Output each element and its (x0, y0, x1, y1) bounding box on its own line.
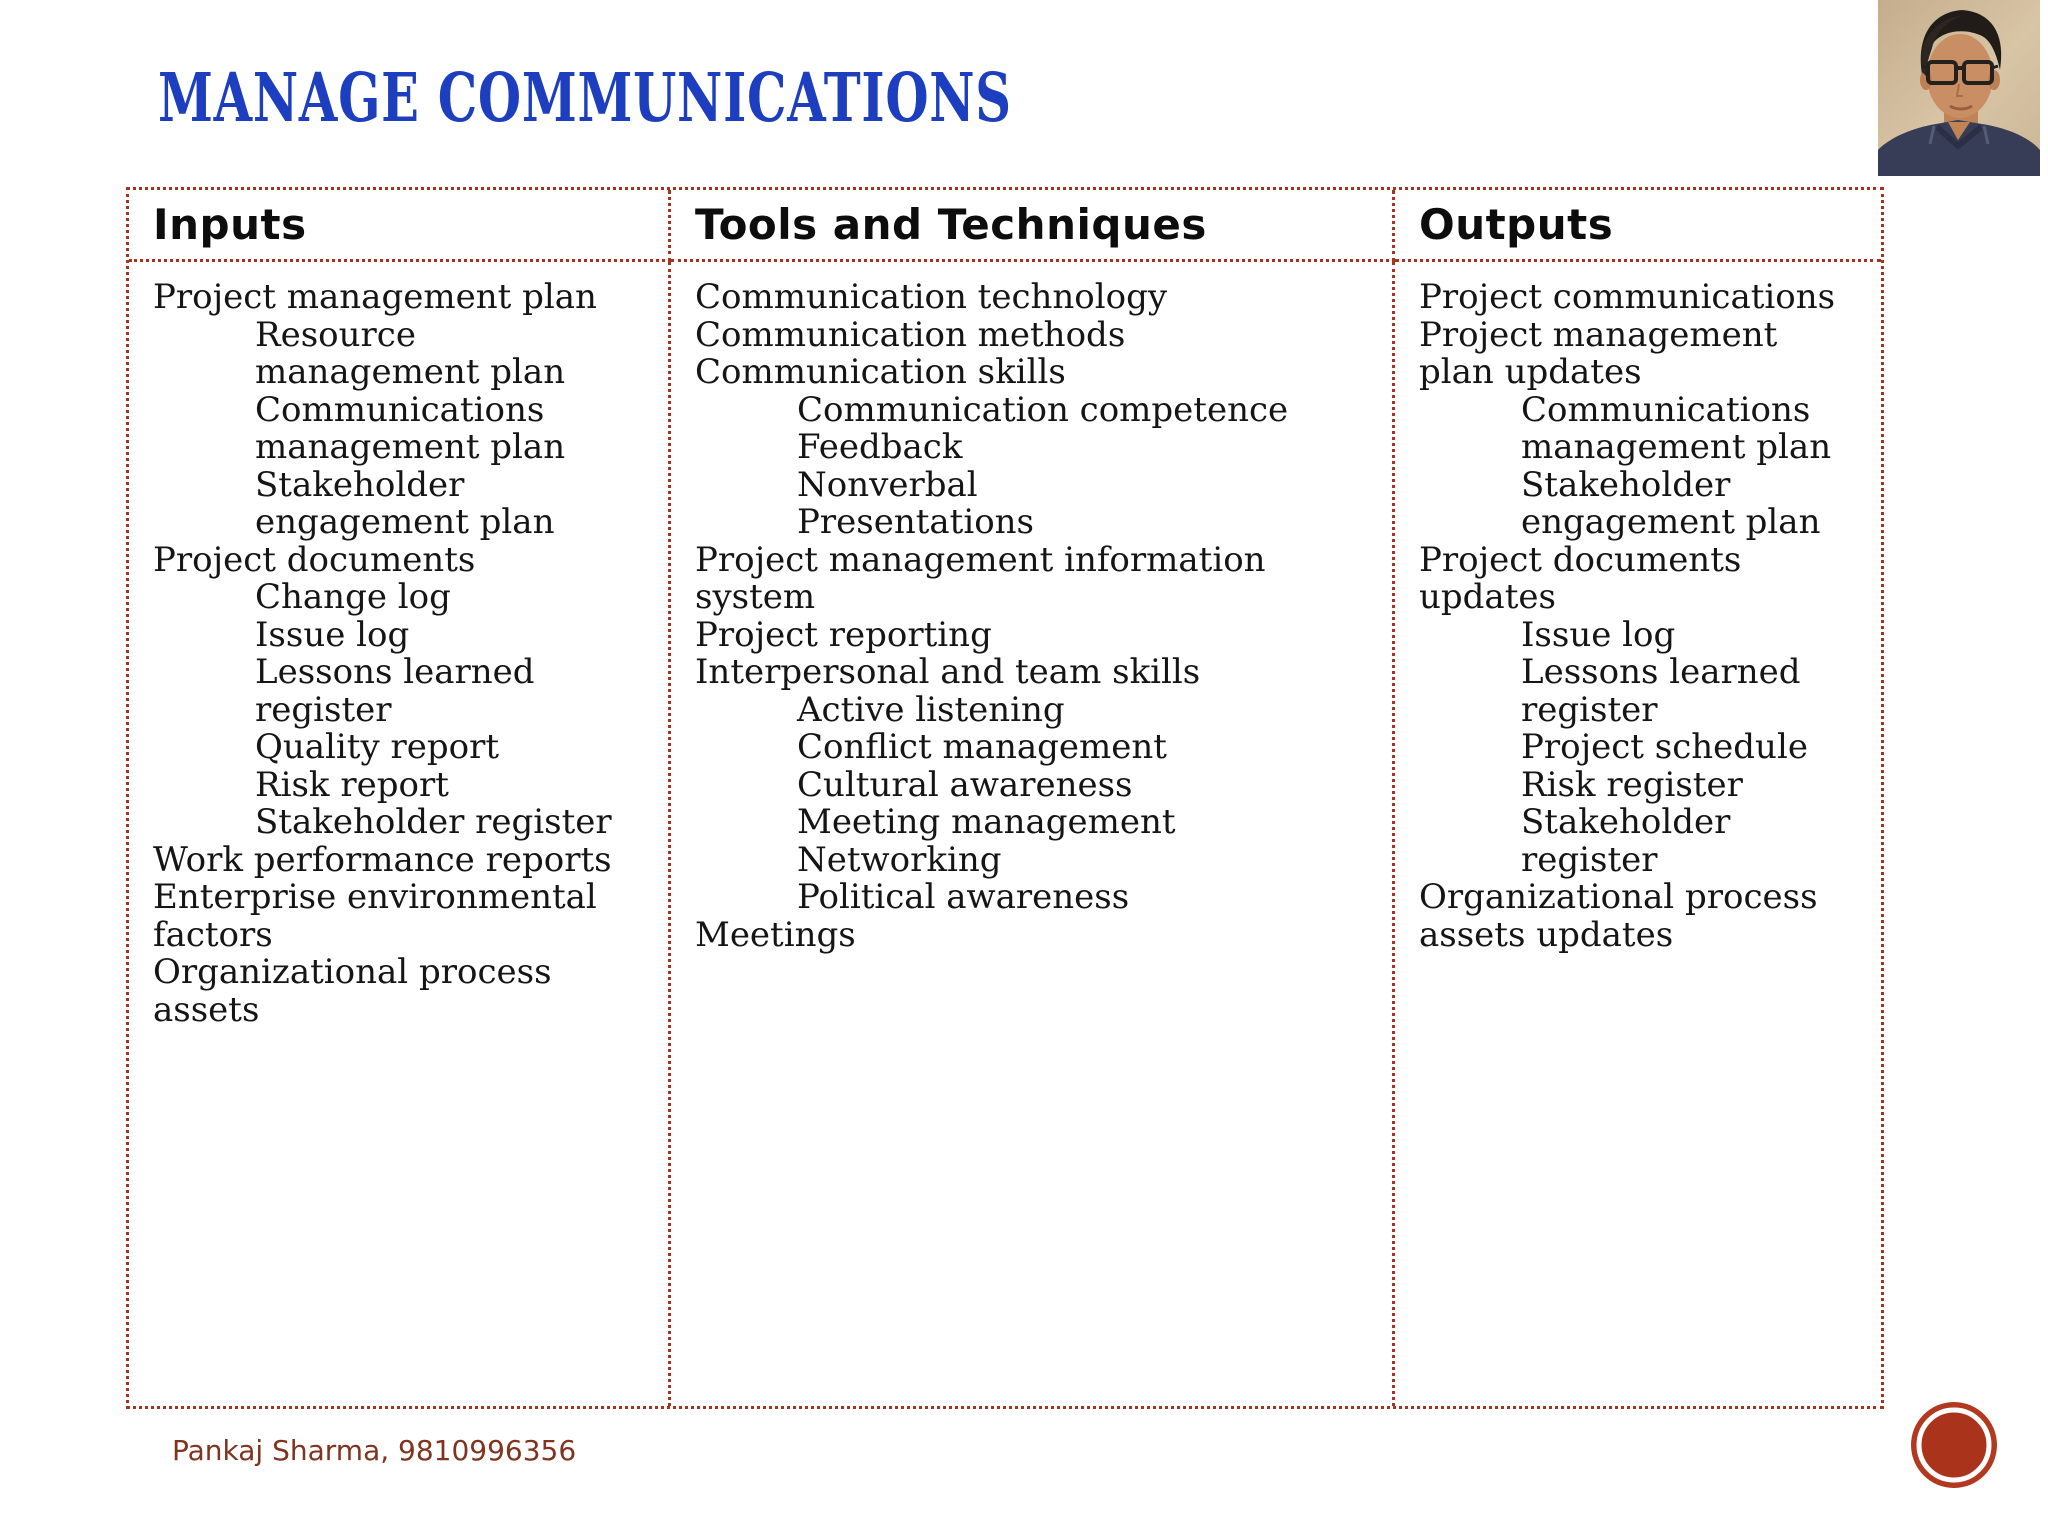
list-line: Nonverbal (797, 464, 978, 505)
list-line: Work performance reports (153, 839, 612, 880)
list-line: Resource (255, 314, 416, 355)
red-circle-icon (1911, 1402, 1997, 1488)
list-line: Communication competence (797, 389, 1289, 430)
column-body-tools: Communication technology Communication me… (671, 262, 1395, 1406)
list-line: Project schedule (1521, 727, 1808, 767)
list-line: Organizational process (1419, 877, 1818, 917)
list-line: updates (1419, 577, 1556, 617)
column-body-inputs: Project management plan Resource managemen… (129, 262, 671, 1406)
list-line: Stakeholder (1521, 464, 1731, 505)
list-line: Meetings (695, 914, 856, 955)
list-line: Project reporting (695, 614, 992, 655)
presenter-photo (1878, 0, 2040, 176)
list-line: Feedback (797, 427, 963, 467)
list-line: Issue log (1521, 614, 1676, 655)
list-line: assets (153, 989, 260, 1030)
list-line: management plan (255, 352, 566, 392)
list-line: management plan (255, 427, 566, 467)
list-line: Communication technology (695, 277, 1168, 317)
page-title: MANAGE COMMUNICATIONS (158, 58, 1012, 137)
list-line: Risk report (255, 764, 449, 805)
list-line: engagement plan (1521, 502, 1821, 542)
list-line: Enterprise environmental (153, 877, 597, 917)
list-line: Quality report (255, 727, 499, 767)
list-line: engagement plan (255, 502, 555, 542)
list-line: Project communications (1419, 277, 1836, 317)
list-line: plan updates (1419, 352, 1642, 392)
column-header-inputs: Inputs (129, 190, 671, 262)
footer-credit: Pankaj Sharma, 9810996356 (172, 1434, 577, 1467)
list-line: factors (153, 914, 273, 955)
list-line: Political awareness (797, 877, 1130, 917)
list-line: Presentations (797, 502, 1035, 542)
list-line: Project documents (153, 539, 476, 580)
list-line: assets updates (1419, 914, 1674, 955)
list-line: management plan (1521, 427, 1832, 467)
list-line: Cultural awareness (797, 764, 1133, 805)
itto-table: Inputs Tools and Techniques Outputs Proj… (126, 187, 1884, 1409)
list-line: Project documents (1419, 539, 1742, 580)
list-line: register (255, 689, 392, 730)
list-line: Stakeholder (1521, 802, 1731, 842)
list-line: Communication skills (695, 352, 1066, 392)
list-line: Issue log (255, 614, 410, 655)
list-line: Organizational process (153, 952, 552, 992)
list-line: Interpersonal and team skills (695, 652, 1201, 692)
list-line: Communications (1521, 389, 1811, 430)
list-line: Meeting management (797, 802, 1176, 842)
list-line: Project management information (695, 539, 1266, 580)
brand-logo (1909, 1400, 1999, 1490)
column-header-tools: Tools and Techniques (671, 190, 1395, 262)
list-line: Stakeholder (255, 464, 465, 505)
person-portrait-icon (1878, 0, 2040, 176)
column-body-outputs: Project communications Project management… (1395, 262, 1881, 1406)
list-line: system (695, 577, 816, 617)
list-line: register (1521, 689, 1658, 730)
list-line: Project management (1419, 314, 1778, 355)
list-line: Lessons learned (255, 652, 535, 692)
list-line: Lessons learned (1521, 652, 1801, 692)
list-line: Active listening (797, 689, 1065, 730)
list-line: Stakeholder register (255, 802, 612, 842)
list-line: register (1521, 839, 1658, 880)
list-line: Risk register (1521, 764, 1743, 805)
column-header-outputs: Outputs (1395, 190, 1881, 262)
list-line: Change log (255, 577, 451, 617)
list-line: Networking (797, 839, 1002, 880)
list-line: Communications (255, 389, 545, 430)
list-line: Communication methods (695, 314, 1126, 355)
list-line: Project management plan (153, 277, 597, 317)
list-line: Conflict management (797, 727, 1167, 767)
